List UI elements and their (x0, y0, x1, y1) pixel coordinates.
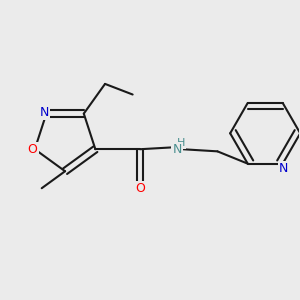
Text: N: N (172, 143, 182, 156)
Text: N: N (40, 106, 49, 119)
Text: O: O (135, 182, 145, 195)
Text: H: H (177, 138, 185, 148)
Text: O: O (28, 143, 38, 156)
Text: N: N (279, 162, 289, 176)
